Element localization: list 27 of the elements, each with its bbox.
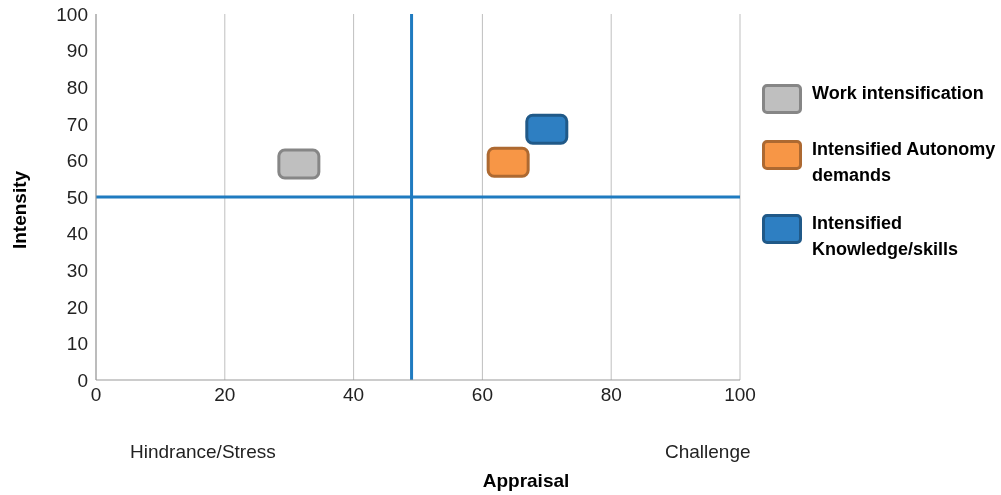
y-tick-label: 70 <box>66 113 88 135</box>
y-axis-title: Intensity <box>9 170 31 250</box>
point <box>277 148 321 180</box>
x-tick-label: 40 <box>343 384 365 406</box>
y-tick-label: 60 <box>66 150 88 172</box>
y-tick-label: 50 <box>66 186 88 208</box>
y-tick-label: 10 <box>66 333 88 355</box>
y-tick-label: 30 <box>66 259 88 281</box>
text: Challenge <box>665 441 751 463</box>
legend-label: Intensified Autonomy demands <box>812 138 997 187</box>
y-tick-label: 40 <box>66 223 88 245</box>
text: Hindrance/Stress <box>130 441 276 463</box>
y-tick-label: 0 <box>77 369 88 391</box>
legend-label: Work intensification <box>812 82 984 105</box>
y-tick-label: 20 <box>66 296 88 318</box>
point <box>525 113 569 145</box>
y-tick-label: 90 <box>66 40 88 62</box>
x-axis-title: Appraisal <box>481 470 571 492</box>
legend-label: Intensified Knowledge/skills <box>812 212 960 261</box>
x-tick-label: 0 <box>90 384 102 406</box>
y-tick-label: 80 <box>66 76 88 98</box>
x-tick-label: 100 <box>724 384 756 406</box>
y-tick-label: 100 <box>56 3 88 25</box>
x-tick-label: 60 <box>471 384 493 406</box>
x-tick-label: 80 <box>600 384 622 406</box>
point <box>486 146 530 178</box>
x-tick-label: 20 <box>214 384 236 406</box>
